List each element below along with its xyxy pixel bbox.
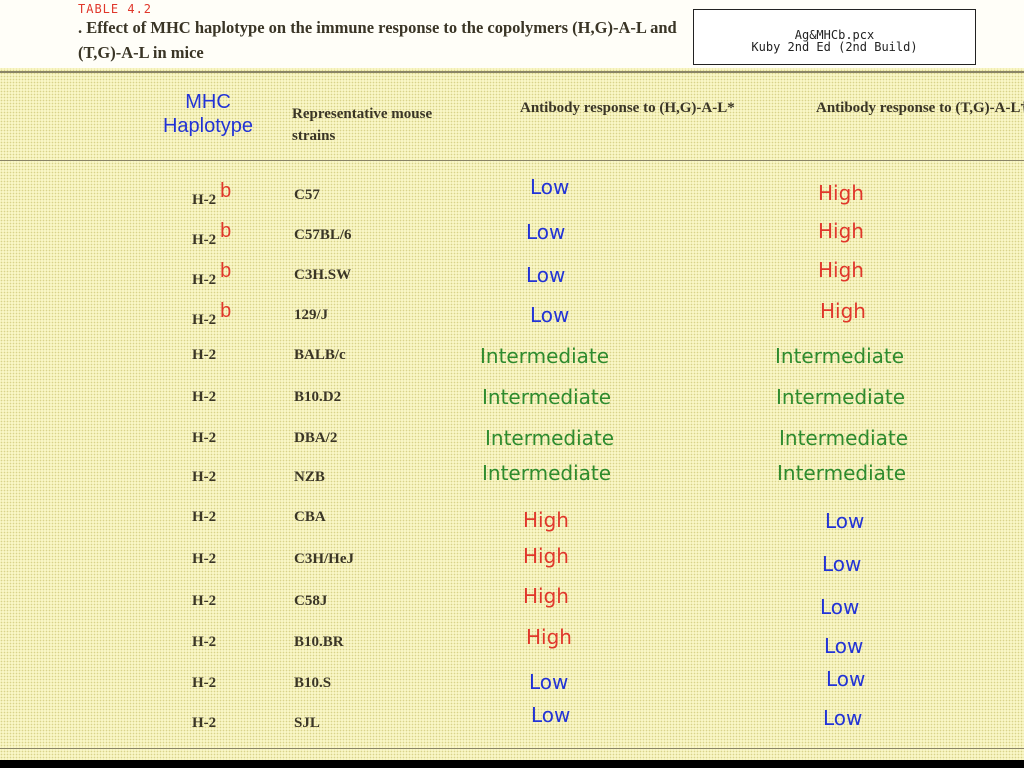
- response-hg-cell: High: [523, 508, 569, 532]
- strain-cell: C3H.SW: [294, 267, 352, 283]
- haplotype-cell: H-2: [192, 469, 216, 486]
- response-tg-cell: Low: [823, 706, 863, 730]
- strain-cell: B10.BR: [294, 634, 344, 650]
- response-tg-cell: Low: [820, 595, 860, 619]
- response-hg-cell: High: [523, 544, 569, 568]
- response-tg-cell: High: [820, 299, 866, 323]
- file-label-box: Ag&MHCb.pcx Kuby 2nd Ed (2nd Build): [693, 9, 976, 65]
- header-strains: Representative mouse strains: [292, 106, 433, 144]
- strain-cell: DBA/2: [294, 430, 338, 446]
- file-label-name: Ag&MHCb.pcx: [794, 28, 875, 42]
- haplotype-text: H-2: [192, 469, 217, 485]
- haplotype-cell: H-2: [192, 593, 216, 610]
- table-number: TABLE 4.2: [78, 2, 153, 16]
- header-response-tg: Antibody response to (T,G)-A-L†: [816, 100, 1024, 116]
- response-tg-cell: Intermediate: [775, 344, 905, 368]
- response-hg-cell: Intermediate: [482, 385, 612, 409]
- haplotype-cell: H-2: [192, 509, 216, 526]
- haplotype-text: H-2: [192, 634, 217, 650]
- haplotype-cell: H-2: [192, 389, 216, 406]
- header-rule: [0, 160, 1024, 161]
- haplotype-superscript: b: [220, 220, 232, 242]
- response-hg-cell: Low: [530, 303, 570, 327]
- haplotype-text: H-2: [192, 312, 217, 328]
- haplotype-cell: H-2 b: [192, 180, 231, 210]
- strain-cell: B10.S: [294, 675, 332, 691]
- haplotype-text: H-2: [192, 509, 217, 525]
- response-tg-cell: Intermediate: [776, 385, 906, 409]
- response-hg-cell: Low: [529, 670, 569, 694]
- response-tg-cell: High: [818, 219, 864, 243]
- haplotype-text: H-2: [192, 551, 217, 567]
- response-tg-cell: Low: [822, 552, 862, 576]
- strain-cell: C57: [294, 187, 320, 203]
- strain-cell: 129/J: [294, 307, 329, 323]
- response-hg-cell: Low: [526, 220, 566, 244]
- haplotype-text: H-2: [192, 272, 217, 288]
- strain-cell: B10.D2: [294, 389, 342, 405]
- strain-cell: NZB: [294, 469, 325, 485]
- response-hg-cell: Intermediate: [482, 461, 612, 485]
- haplotype-superscript: b: [220, 260, 232, 282]
- strain-cell: BALB/c: [294, 347, 346, 363]
- haplotype-text: H-2: [192, 192, 217, 208]
- haplotype-cell: H-2: [192, 347, 216, 364]
- response-hg-cell: Low: [530, 175, 570, 199]
- haplotype-cell: H-2: [192, 551, 216, 568]
- haplotype-cell: H-2: [192, 675, 216, 692]
- haplotype-cell: H-2: [192, 634, 216, 651]
- response-tg-cell: High: [818, 258, 864, 282]
- response-hg-cell: High: [526, 625, 572, 649]
- haplotype-cell: H-2 b: [192, 220, 231, 250]
- haplotype-cell: H-2 b: [192, 260, 231, 290]
- bottom-rule: [0, 748, 1024, 749]
- haplotype-text: H-2: [192, 389, 217, 405]
- response-tg-cell: High: [818, 181, 864, 205]
- haplotype-text: H-2: [192, 430, 217, 446]
- response-tg-cell: Intermediate: [777, 461, 907, 485]
- haplotype-cell: H-2 b: [192, 300, 231, 330]
- response-tg-cell: Low: [826, 667, 866, 691]
- haplotype-text: H-2: [192, 232, 217, 248]
- response-hg-cell: Intermediate: [480, 344, 610, 368]
- top-rule: [0, 71, 1024, 73]
- haplotype-text: H-2: [192, 347, 217, 363]
- haplotype-text: H-2: [192, 715, 217, 731]
- strain-cell: SJL: [294, 715, 320, 731]
- footer-bar: [0, 760, 1024, 768]
- response-tg-cell: Low: [824, 634, 864, 658]
- header-mhc-haplotype: MHC Haplotype: [162, 91, 254, 137]
- response-hg-cell: Low: [526, 263, 566, 287]
- response-tg-cell: Intermediate: [779, 426, 909, 450]
- response-hg-cell: High: [523, 584, 569, 608]
- header-response-hg: Antibody response to (H,G)-A-L*: [520, 100, 735, 116]
- file-label-source: Kuby 2nd Ed (2nd Build): [751, 40, 918, 54]
- strain-cell: C58J: [294, 593, 328, 609]
- response-tg-cell: Low: [825, 509, 865, 533]
- haplotype-cell: H-2: [192, 430, 216, 447]
- strain-cell: C3H/HeJ: [294, 551, 354, 567]
- strain-cell: CBA: [294, 509, 326, 525]
- strain-cell: C57BL/6: [294, 227, 352, 243]
- table-caption: . Effect of MHC haplotype on the immune …: [78, 18, 677, 62]
- haplotype-superscript: b: [220, 180, 232, 202]
- haplotype-text: H-2: [192, 593, 217, 609]
- haplotype-text: H-2: [192, 675, 217, 691]
- response-hg-cell: Intermediate: [485, 426, 615, 450]
- haplotype-superscript: b: [220, 300, 232, 322]
- haplotype-cell: H-2: [192, 715, 216, 732]
- response-hg-cell: Low: [531, 703, 571, 727]
